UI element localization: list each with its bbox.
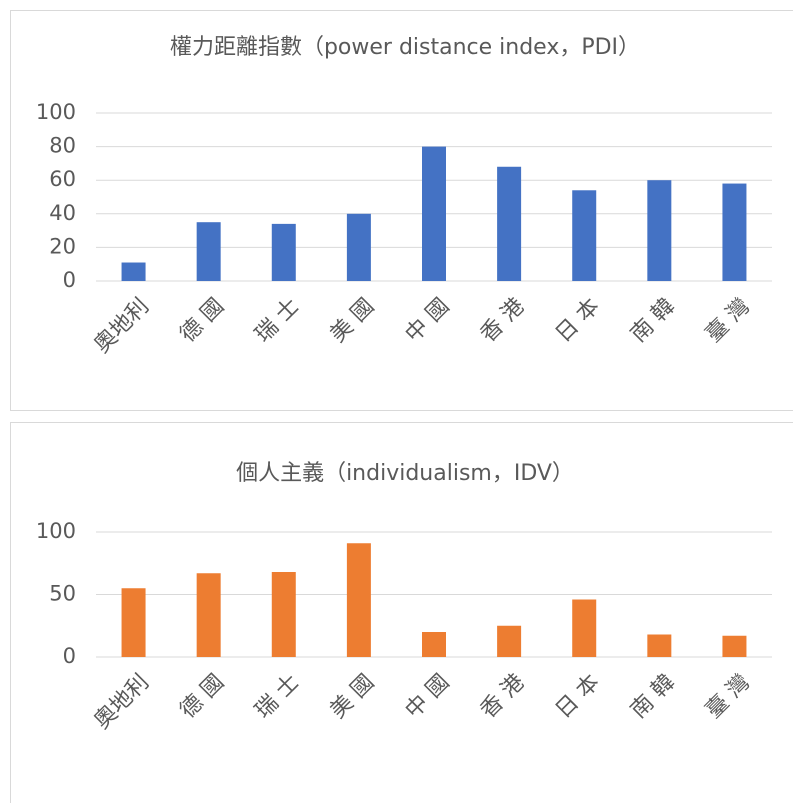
bar: [121, 262, 146, 281]
chart-title: 個人主義（individualism，IDV）: [236, 461, 574, 486]
bar: [647, 180, 672, 281]
bar: [121, 588, 146, 657]
bar: [271, 572, 296, 657]
y-tick-label: 80: [49, 134, 76, 158]
y-tick-label: 0: [63, 268, 76, 292]
y-tick-label: 50: [49, 582, 76, 606]
y-tick-label: 20: [49, 234, 76, 258]
bar: [196, 222, 221, 281]
chart-frame: [10, 10, 793, 411]
y-tick-label: 100: [36, 100, 76, 124]
bar: [722, 635, 747, 657]
y-tick-label: 100: [36, 519, 76, 543]
bar: [271, 223, 296, 281]
bar: [422, 146, 446, 281]
bar: [346, 213, 371, 281]
bar: [572, 599, 597, 657]
y-tick-label: 40: [49, 201, 76, 225]
bar: [497, 166, 522, 281]
bar: [346, 543, 371, 657]
bar: [647, 634, 672, 657]
bar: [196, 573, 221, 657]
y-tick-label: 0: [63, 644, 76, 668]
chart-title: 權力距離指數（power distance index，PDI）: [170, 35, 640, 60]
y-tick-label: 60: [49, 167, 76, 191]
bar: [422, 632, 446, 657]
bar: [497, 625, 522, 657]
bar: [572, 190, 597, 281]
bar: [722, 183, 747, 281]
